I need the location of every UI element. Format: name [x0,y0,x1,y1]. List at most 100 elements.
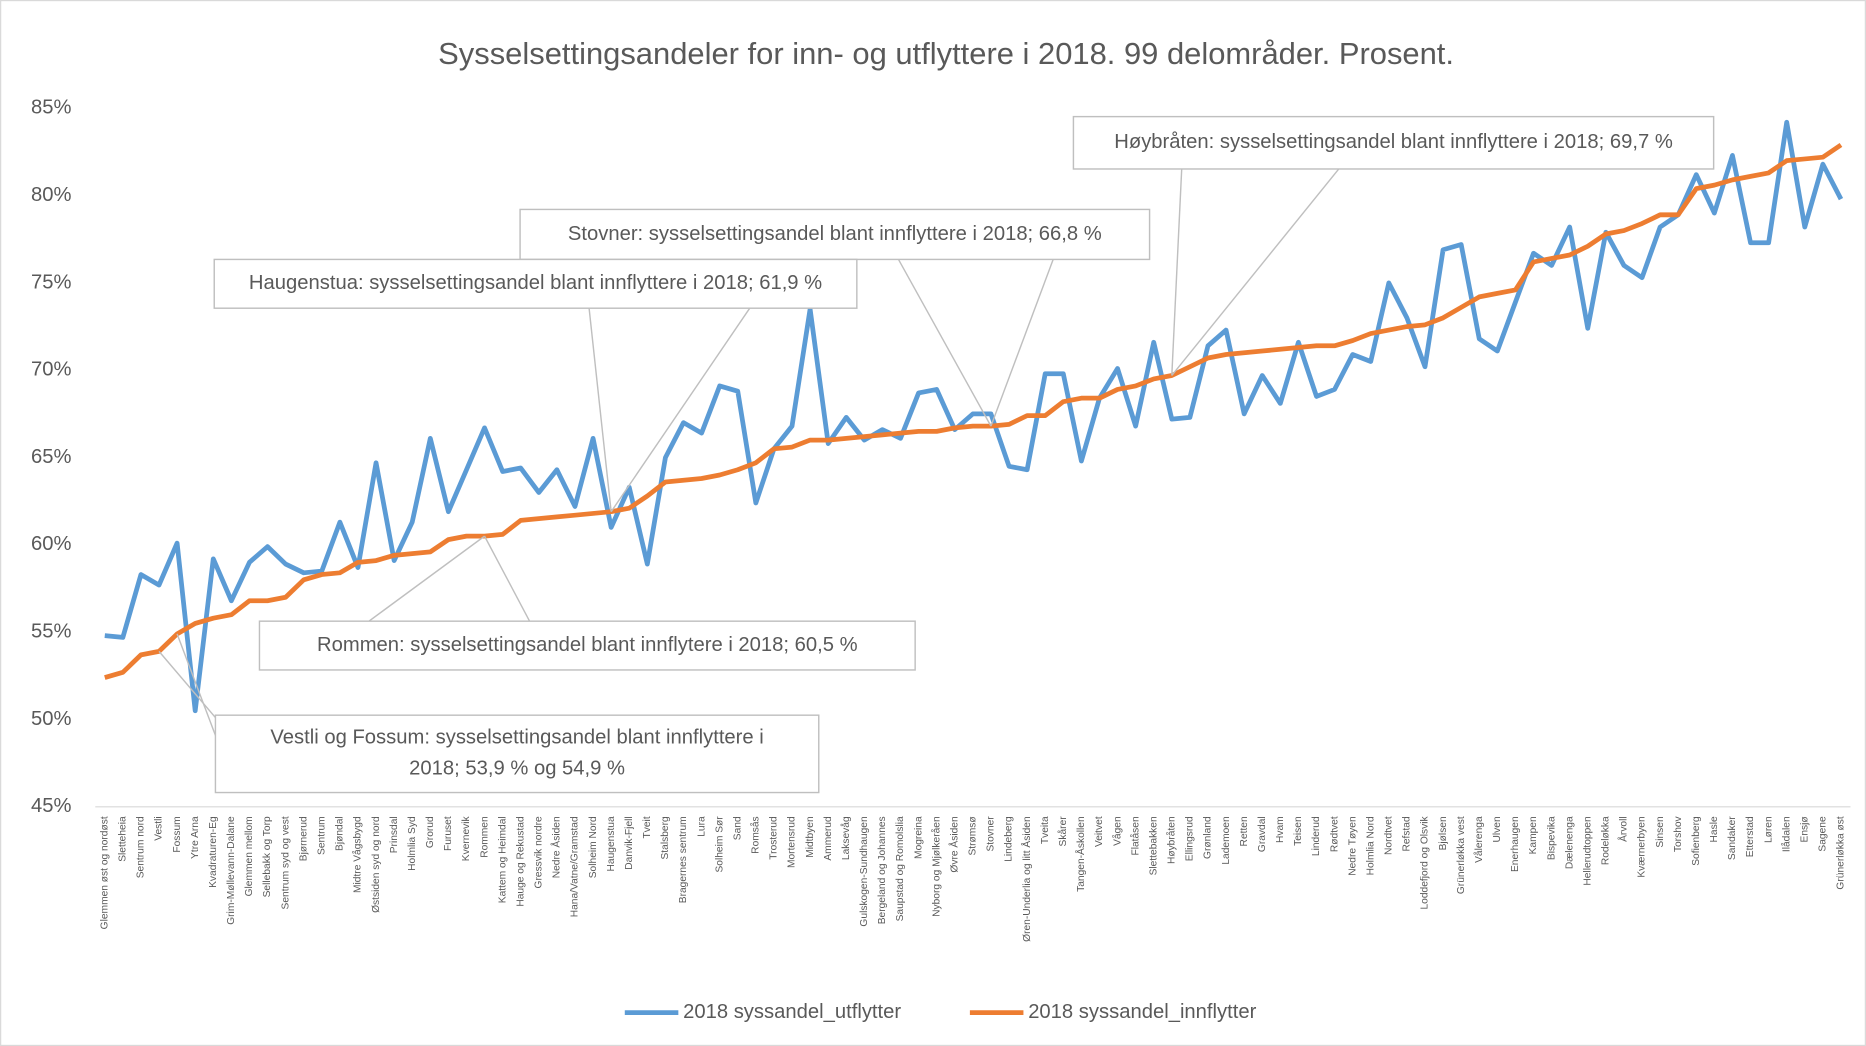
y-tick-label: 65% [31,446,71,468]
chart-title: Sysselsettingsandeler for inn- og utflyt… [438,36,1454,71]
x-tick-label: Fossum [172,816,183,852]
x-tick-label: Glemmen mellom [244,816,255,896]
x-tick-label: Sentrum [316,816,327,855]
x-tick-label: Sellebakk og Torp [262,816,273,897]
x-tick-label: Holmlia Nord [1365,816,1376,875]
x-tick-label: Ilådalen [1780,816,1792,852]
x-tick-label: Kampen [1528,816,1539,854]
x-tick-label: Hana/Vatne/Gramstad [570,816,581,917]
annotation-text: Haugenstua: sysselsettingsandel blant in… [249,272,822,294]
x-tick-label: Hasle [1709,816,1720,842]
x-tick-label: Solheim Sør [714,816,725,873]
x-tick-label: Teisen [1293,816,1304,846]
y-tick-label: 50% [31,708,71,730]
annotation-leader [158,650,216,719]
x-tick-label: Gressvik nordre [534,816,545,888]
x-tick-label: Glemmen øst og nordøst [99,816,110,929]
y-tick-label: 80% [31,184,71,206]
x-tick-label: Sofienberg [1691,816,1702,866]
x-tick-label: Nedre Tøyen [1347,816,1358,876]
y-tick-label: 60% [31,533,71,555]
x-tick-label: Enerhaugen [1510,816,1521,872]
x-tick-label: Sand [732,816,743,840]
annotation-leader [588,308,612,512]
x-tick-label: Mortensrud [787,816,798,868]
annotation-leader [1171,168,1183,376]
x-tick-label: Sletteheia [118,816,129,862]
x-tick-label: Hauge og Rekustad [515,816,526,907]
annotation-text: 2018; 53,9 % og 54,9 % [409,758,625,780]
x-tick-label: Hvam [1275,816,1286,843]
y-tick-label: 70% [31,359,71,381]
x-tick-label: Kattem og Heimdal [497,816,508,903]
annotation-box [214,714,820,794]
x-tick-label: Linderud [1311,816,1322,856]
x-tick-label: Kvadraturen-Eg [208,816,219,888]
x-tick-label: Loddefjord og Olsvik [1420,815,1431,909]
annotation-leader [368,535,485,622]
x-tick-label: Rommen [479,816,490,858]
y-tick-label: 75% [31,271,71,293]
x-tick-label: Dælenenga [1564,816,1575,869]
x-tick-label: Øvre Åsiden [947,816,960,873]
x-tick-label: Bragernes sentrum [678,816,689,903]
x-tick-label: Retten [1239,816,1250,846]
x-tick-label: Stalsberg [660,816,671,859]
annotation-text: Høybråten: sysselsettingsandel blant inn… [1114,131,1673,153]
x-tick-label: Tveit [642,816,653,838]
x-tick-label: Gravdal [1257,816,1268,852]
x-tick-label: Kvernevik [461,815,472,861]
x-tick-label: Ammerud [823,816,834,861]
annotation-text: Stovner: sysselsettingsandel blant innfl… [568,223,1102,245]
x-tick-label: Lura [696,816,707,837]
x-tick-label: Lindeberg [1004,816,1015,862]
x-tick-label: Haugenstua [606,816,617,871]
x-tick-label: Sandaker [1727,816,1738,860]
x-tick-label: Grim-Møllevann-Dalane [226,816,237,925]
x-tick-label: Holmlia Syd [407,816,418,871]
x-tick-label: Sinsen [1655,816,1666,848]
annotation-leader [483,535,531,622]
x-tick-label: Solheim Nord [588,816,599,878]
x-tick-label: Bispevika [1546,816,1557,860]
x-tick-label: Slettebakken [1148,816,1159,875]
annotation-box [258,620,916,671]
annotation-leader [897,259,992,427]
x-tick-label: Midtbyen [805,816,816,858]
annotation-leader [1171,168,1340,376]
x-tick-label: Bjørnerud [298,816,309,861]
x-tick-label: Årvoll [1617,816,1630,842]
x-tick-label: Vågen [1111,816,1123,846]
x-tick-label: Sentrum syd og vest [280,816,291,909]
annotation-text: Vestli og Fossum: sysselsettingsandel bl… [270,727,763,749]
x-tick-label: Prinsdal [389,816,400,853]
series-line [104,142,1843,680]
x-tick-label: Ulven [1492,816,1503,842]
x-tick-label: Rødtvet [1329,816,1340,852]
x-tick-label: Midtre Vågsbygd [352,816,364,893]
annotations: Høybråten: sysselsettingsandel blant inn… [158,115,1715,794]
x-tick-label: Sentrum nord [136,816,147,878]
x-tick-label: Hellerudtoppen [1582,816,1593,886]
x-tick-label: Rodeløkka [1601,816,1612,865]
x-tick-label: Trosterud [769,816,780,860]
x-tick-label: Romsås [750,816,762,853]
x-tick-label: Kværnerbyen [1637,816,1648,878]
y-tick-label: 45% [31,795,71,817]
x-tick-label: Høybråten [1166,816,1178,864]
x-tick-label: Nyborg og Mjølkeråen [930,816,942,917]
x-tick-label: Refstad [1402,816,1413,852]
annotation-box [1072,115,1715,170]
x-tick-label: Strømsø [968,816,979,855]
x-tick-label: Ellingsrud [1185,816,1196,861]
x-tick-label: Øren-Underlia og litt Åsiden [1020,816,1033,942]
series-line [104,119,1844,714]
y-tick-label: 85% [31,97,71,119]
x-tick-label: Ytre Arna [190,816,201,859]
x-tick-label: Sagene [1818,816,1829,852]
x-tick-label: Flatåsen [1129,816,1141,856]
legend-label: 2018 syssandel_utflytter [683,1001,901,1023]
x-tick-label: Laksevåg [840,816,852,860]
x-tick-label: Gulskogen-Sundhaugen [859,816,870,927]
